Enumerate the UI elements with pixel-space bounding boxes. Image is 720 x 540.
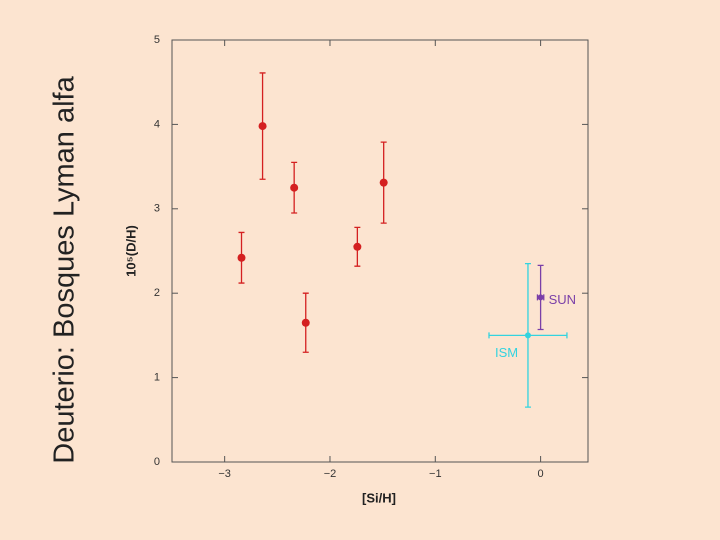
y-tick-label: 2 [154,287,160,299]
y-tick-label: 1 [154,372,160,384]
x-tick-label: −2 [324,468,337,480]
point [301,318,310,327]
point [290,183,299,192]
point [524,332,531,339]
y-axis-label: 10⁵(D/H) [123,225,138,277]
x-tick-label: −3 [218,468,231,480]
x-tick-label: 0 [538,468,544,480]
point [537,294,544,301]
series-label: ISM [495,345,518,360]
y-tick-label: 4 [154,118,160,130]
plot-frame [171,39,589,463]
x-axis-label: [Si/H] [362,490,396,505]
point [379,178,388,187]
point [258,122,267,131]
series-label: SUN [549,292,576,307]
point [237,253,246,262]
slide-title: Deuterio: Bosques Lyman alfa [49,75,81,463]
x-tick-label: −1 [429,468,442,480]
point [353,242,362,251]
y-tick-label: 3 [154,203,160,215]
y-tick-label: 0 [154,456,160,468]
y-tick-label: 5 [154,34,160,46]
